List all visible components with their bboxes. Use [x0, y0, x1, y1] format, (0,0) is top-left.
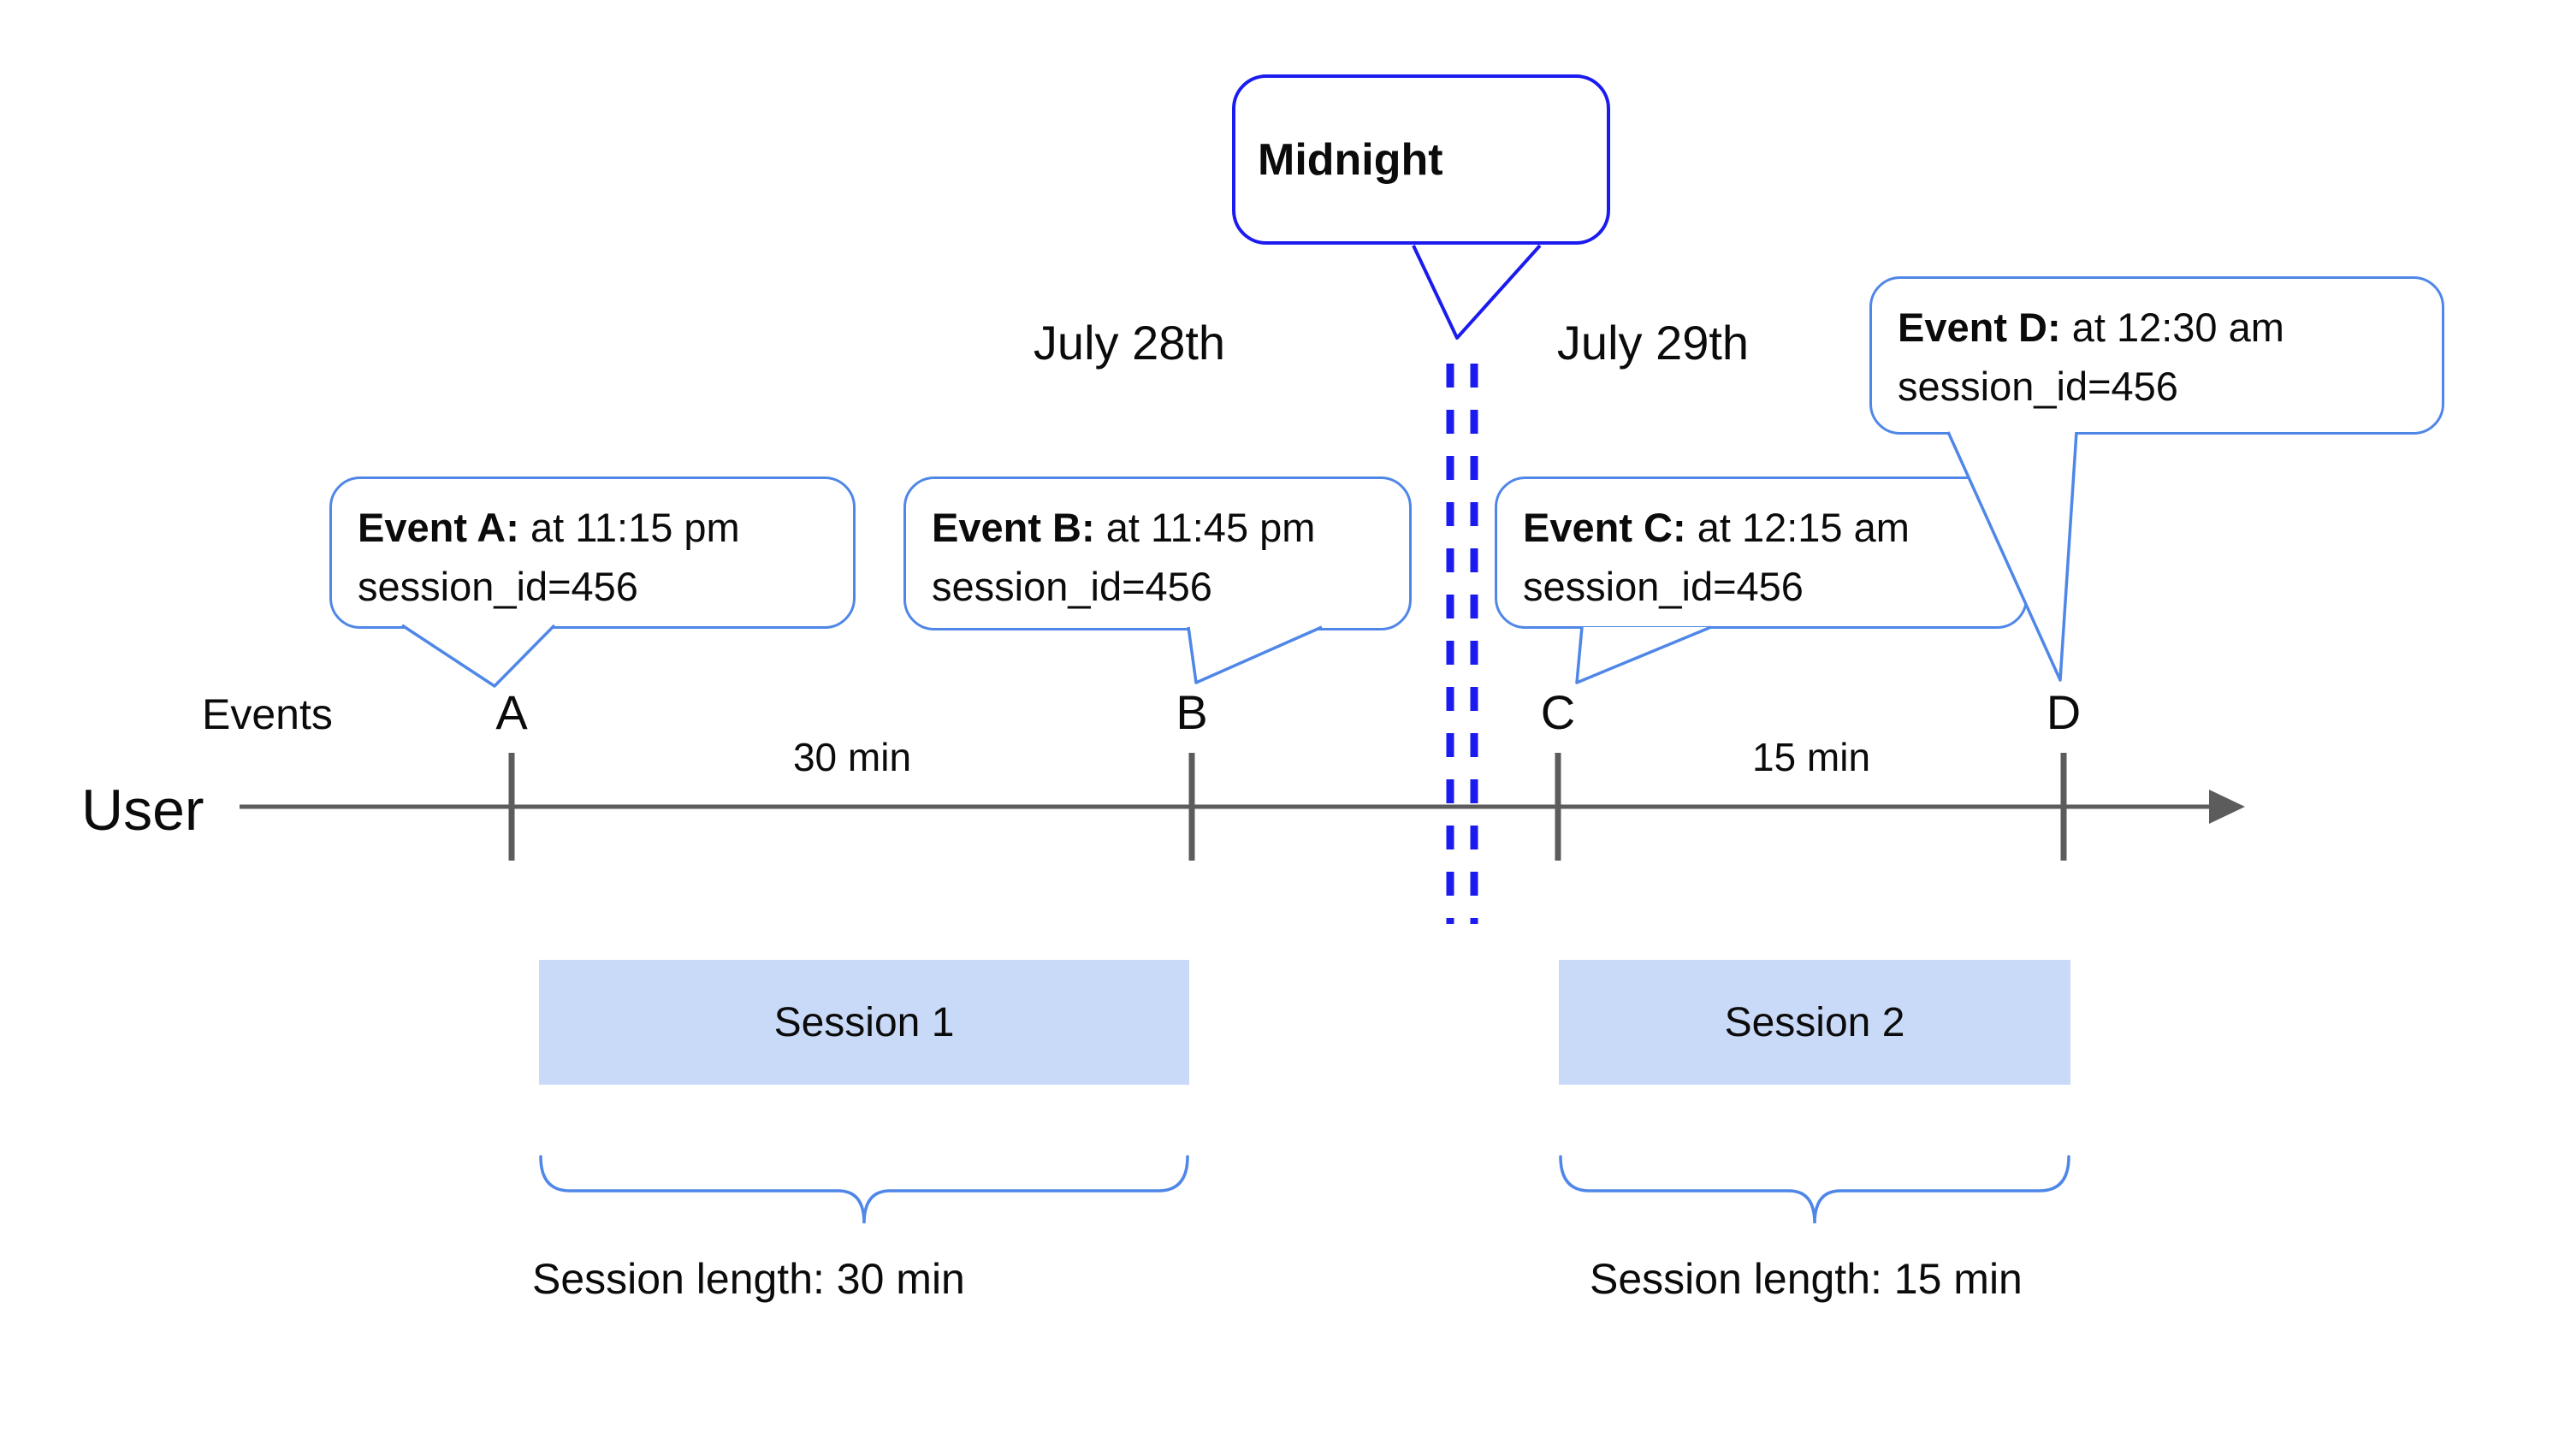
event-letter-b: B: [1176, 685, 1208, 739]
session1-length-label: Session length: 30 min: [532, 1255, 965, 1303]
event-d-callout-time: at 12:30 am: [2060, 305, 2284, 350]
midnight-callout-tail: [1412, 244, 1542, 340]
event-letter-c: C: [1540, 685, 1576, 739]
event-b-callout-session: session_id=456: [932, 564, 1212, 609]
session2-brace: [1559, 1155, 2070, 1224]
event-letter-a: A: [495, 685, 528, 739]
event-a-callout-tail: [401, 624, 556, 688]
event-a-callout-session: session_id=456: [358, 564, 638, 609]
interval-label-15min: 15 min: [1751, 735, 1871, 779]
event-b-callout: Event B: at 11:45 pm session_id=456: [903, 476, 1412, 630]
event-c-callout-tail: [1575, 625, 1712, 684]
session2-box-label: Session 2: [1724, 999, 1905, 1045]
event-a-callout: Event A: at 11:15 pm session_id=456: [329, 476, 856, 629]
event-b-callout-title: Event B:: [932, 505, 1095, 550]
event-letter-d: D: [2046, 685, 2082, 739]
session1-box: Session 1: [539, 960, 1189, 1085]
event-d-callout-title: Event D:: [1898, 305, 2061, 350]
interval-label-30min: 30 min: [792, 735, 912, 779]
date-label-july-29: July 29th: [1556, 316, 1750, 370]
session2-box: Session 2: [1559, 960, 2070, 1085]
event-d-callout-tail: [1946, 431, 2078, 682]
event-d-callout: Event D: at 12:30 am session_id=456: [1869, 276, 2444, 435]
event-a-callout-title: Event A:: [358, 505, 519, 550]
events-row-label: Events: [202, 690, 333, 738]
date-label-july-28: July 28th: [1033, 316, 1226, 370]
event-a-callout-time: at 11:15 pm: [518, 505, 740, 550]
session2-length-label: Session length: 15 min: [1590, 1255, 2023, 1303]
event-b-callout-tail: [1187, 625, 1323, 684]
event-d-callout-session: session_id=456: [1898, 364, 2178, 409]
session1-box-label: Session 1: [773, 999, 955, 1045]
event-c-callout-title: Event C:: [1523, 505, 1686, 550]
midnight-callout: Midnight: [1232, 74, 1610, 245]
event-b-callout-time: at 11:45 pm: [1094, 505, 1316, 550]
event-c-callout-time: at 12:15 am: [1685, 505, 1910, 550]
midnight-callout-label: Midnight: [1258, 134, 1443, 185]
timeline-arrowhead: [2209, 790, 2245, 824]
user-row-label: User: [81, 778, 204, 843]
session1-brace: [539, 1155, 1189, 1224]
event-c-callout-session: session_id=456: [1523, 564, 1804, 609]
